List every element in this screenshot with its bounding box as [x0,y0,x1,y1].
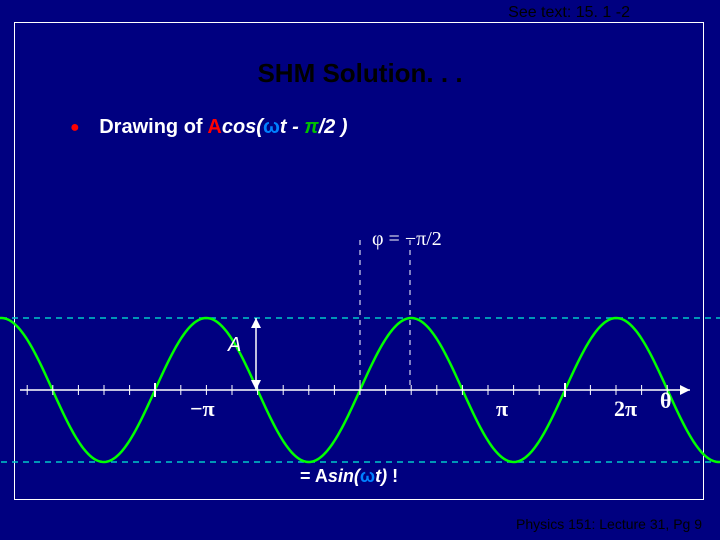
reference-text: See text: 15. 1 -2 [508,4,630,22]
chart-svg [20,200,700,460]
sin-t: t) [375,466,387,486]
sin-sin: sin( [328,466,360,486]
sin-omega: ω [360,466,375,486]
pi-label: π [496,396,508,422]
slide-title: SHM Solution. . . [0,58,720,89]
bullet-cos: cos( [222,116,263,138]
theta-label: θ [660,388,671,414]
neg-pi-label: −π [190,396,215,422]
bullet-A: A [207,116,221,138]
sin-equals-line: = Asin(ωt) ! [300,466,398,487]
sin-bang: ! [387,466,398,486]
chart-area: φ = −π/2 A −π π 2π θ [20,200,700,460]
bullet-mid: - [287,116,305,138]
bullet-pi: π [304,116,318,138]
footer-text: Physics 151: Lecture 31, Pg 9 [516,516,702,532]
bullet-marker: ● [70,119,80,136]
sin-prefix: = A [300,466,328,486]
amplitude-label: A [228,334,241,357]
bullet-t: t [280,116,287,138]
phi-label: φ = −π/2 [372,228,442,251]
bullet-tail: /2 ) [319,116,348,138]
bullet-prefix: Drawing of [99,116,207,138]
bullet-omega: ω [263,116,280,138]
two-pi-label: 2π [614,396,637,422]
bullet-line: ● Drawing of Acos(ωt - π/2 ) [70,116,347,139]
